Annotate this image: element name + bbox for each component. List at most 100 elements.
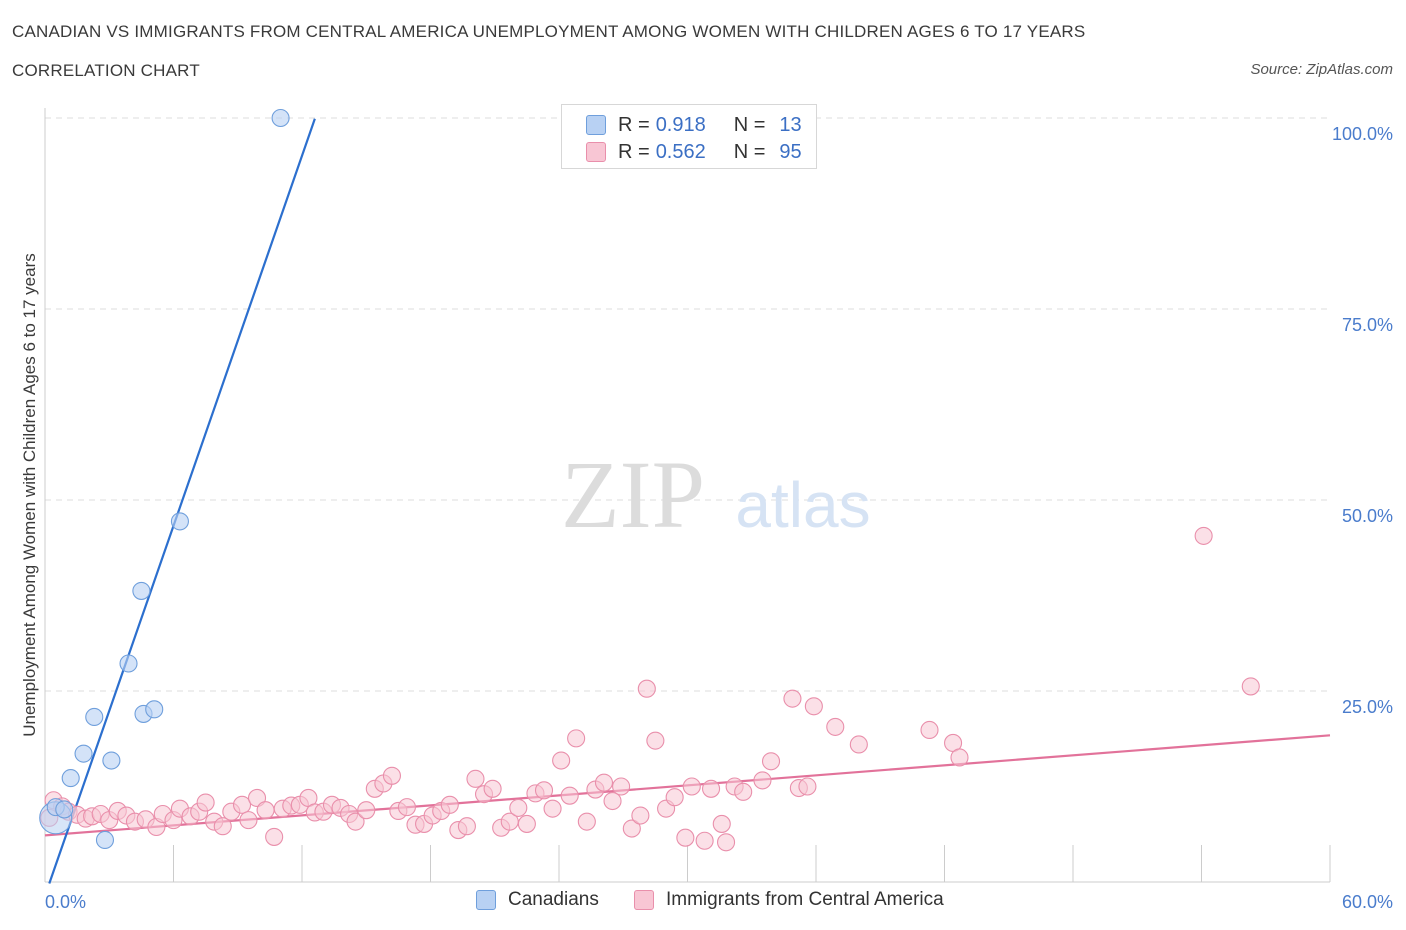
y-tick-label: 100.0% xyxy=(1332,124,1393,144)
immigrants-point xyxy=(798,777,817,796)
immigrants-point xyxy=(509,798,528,817)
legend-label-canadians: Canadians xyxy=(508,889,599,910)
series-legend: Canadians Immigrants from Central Americ… xyxy=(0,889,1406,915)
canadians-point xyxy=(271,108,290,128)
immigrants-point xyxy=(232,795,252,814)
legend-row-canadians: R = 0.918 N = 13 xyxy=(586,112,802,138)
immigrants-point xyxy=(950,748,969,767)
immigrants-point xyxy=(457,817,476,836)
n-label: N = xyxy=(733,113,766,136)
watermark-atlas: atlas xyxy=(735,469,870,541)
legend-item-immigrants: Immigrants from Central America xyxy=(634,889,944,911)
immigrants-point xyxy=(849,735,868,754)
x-tick-label: 60.0% xyxy=(1342,892,1393,912)
canadians-point xyxy=(170,512,189,531)
immigrants-point xyxy=(761,752,781,771)
immigrants-point xyxy=(256,801,275,820)
r-label: R = xyxy=(618,113,650,136)
y-tick-label: 50.0% xyxy=(1342,506,1393,526)
immigrants-point xyxy=(753,771,772,790)
immigrants-swatch xyxy=(586,142,606,162)
chart-subtitle: CORRELATION CHART xyxy=(12,61,200,80)
immigrants-point xyxy=(483,779,502,798)
immigrants-point xyxy=(346,812,365,831)
immigrants-point xyxy=(716,833,736,852)
immigrants-point xyxy=(382,766,402,785)
y-tick-label: 75.0% xyxy=(1342,315,1393,335)
immigrants-point xyxy=(682,777,701,796)
immigrants-point xyxy=(695,831,714,850)
immigrants-point xyxy=(594,773,614,792)
immigrants-point xyxy=(637,679,656,698)
immigrants-point xyxy=(712,814,731,833)
legend-row-immigrants: R = 0.562 N = 95 xyxy=(586,139,802,165)
canadians-point xyxy=(132,581,151,600)
canadians-point xyxy=(95,830,115,850)
legend-item-canadians: Canadians xyxy=(476,889,599,911)
watermark-zip: ZIP xyxy=(561,441,705,548)
n-value: 95 xyxy=(779,140,802,163)
tick-labels: 100.0% 75.0% 50.0% 25.0% 0.0% 60.0% xyxy=(45,124,1393,912)
immigrants-point xyxy=(734,782,753,801)
immigrants-point xyxy=(265,827,284,846)
canadians-point xyxy=(61,769,80,788)
immigrants-point xyxy=(702,779,721,798)
immigrants-point xyxy=(622,819,641,838)
canadians-point xyxy=(85,707,104,727)
canadians-point xyxy=(74,744,93,763)
immigrants-point xyxy=(646,731,665,750)
immigrants-point xyxy=(577,812,596,831)
canadians-point xyxy=(145,700,164,719)
canadians-trend-line xyxy=(48,118,316,884)
immigrants-point xyxy=(466,769,485,788)
immigrants-point xyxy=(196,793,215,812)
gridlines xyxy=(45,117,1330,692)
n-value: 13 xyxy=(779,113,802,136)
legend-label-immigrants: Immigrants from Central America xyxy=(666,889,944,910)
r-value: 0.918 xyxy=(655,113,706,136)
immigrants-point xyxy=(676,828,695,847)
immigrants-point xyxy=(543,799,562,818)
immigrants-point xyxy=(517,814,536,833)
canadians-swatch xyxy=(586,115,606,135)
y-axis-label: Unemployment Among Women with Children A… xyxy=(20,253,39,737)
immigrants-point xyxy=(560,786,579,805)
immigrants-point xyxy=(826,717,845,736)
immigrants-swatch xyxy=(634,890,654,910)
immigrants-point xyxy=(1194,526,1213,545)
immigrants-point xyxy=(665,788,684,807)
immigrants-point xyxy=(552,751,571,770)
immigrants-point xyxy=(397,798,416,817)
immigrants-point xyxy=(534,781,554,800)
immigrants-point xyxy=(631,806,650,825)
immigrants-point xyxy=(804,697,823,716)
watermark: ZIP atlas xyxy=(561,441,871,548)
immigrants-point xyxy=(567,729,586,748)
immigrants-point xyxy=(239,811,258,830)
immigrants-point xyxy=(783,689,802,708)
axes xyxy=(44,108,1331,883)
chart-title: CANADIAN VS IMMIGRANTS FROM CENTRAL AMER… xyxy=(12,22,1086,41)
y-tick-label: 25.0% xyxy=(1342,697,1393,717)
canadians-point xyxy=(102,751,121,770)
correlation-legend: R = 0.918 N = 13 R = 0.562 N = 95 xyxy=(561,104,817,169)
immigrants-point xyxy=(920,720,939,740)
source-credit: Source: ZipAtlas.com xyxy=(1250,61,1393,78)
r-value: 0.562 xyxy=(655,140,706,163)
immigrants-point xyxy=(1241,677,1260,696)
immigrants-point xyxy=(213,817,232,836)
immigrants-point xyxy=(612,777,631,796)
canadians-point xyxy=(119,654,138,673)
immigrants-point xyxy=(357,801,376,820)
immigrants-point xyxy=(440,795,459,814)
n-label: N = xyxy=(733,140,766,163)
immigrants-point xyxy=(247,788,267,808)
immigrants-points xyxy=(40,526,1260,852)
x-tick-label: 0.0% xyxy=(45,892,86,912)
r-label: R = xyxy=(618,140,650,163)
canadians-points xyxy=(39,108,290,850)
immigrants-point xyxy=(603,791,622,811)
canadians-swatch xyxy=(476,890,496,910)
canadians-point xyxy=(55,800,74,819)
